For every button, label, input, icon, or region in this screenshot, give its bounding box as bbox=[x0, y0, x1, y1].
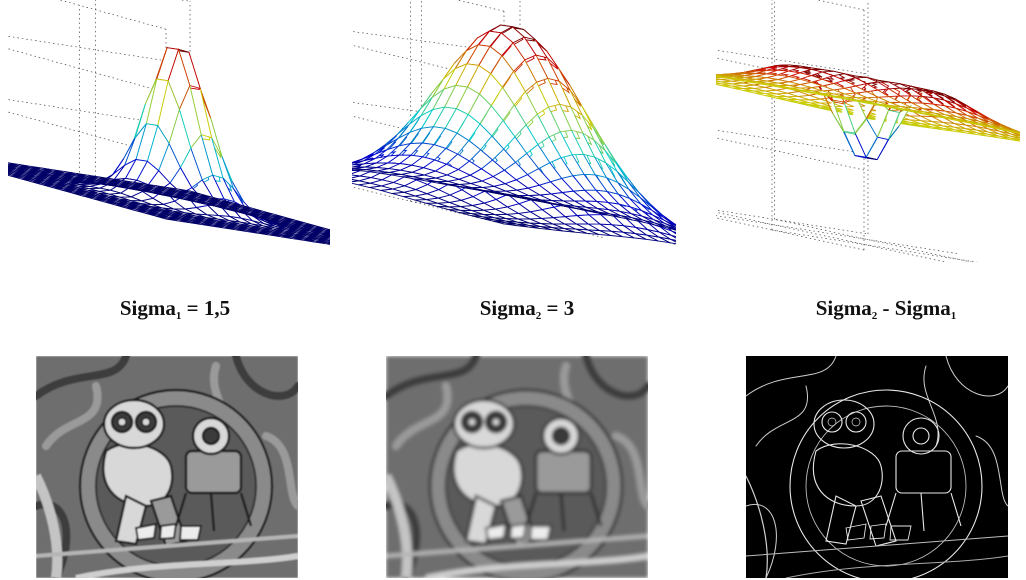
dog-mesh bbox=[716, 0, 1020, 262]
surface-plot-sigma1 bbox=[8, 0, 330, 262]
caption-difference-base: Sigma bbox=[815, 296, 872, 320]
caption-difference-sub: 2 bbox=[871, 310, 878, 322]
caption-difference-rest: - Sigma bbox=[877, 296, 951, 320]
photo-sigma2 bbox=[386, 356, 648, 578]
caption-sigma2-base: Sigma bbox=[479, 296, 536, 320]
photo-sigma1 bbox=[36, 356, 298, 578]
surface-mesh bbox=[8, 47, 330, 245]
blurred-photo-sigma1 bbox=[36, 356, 298, 578]
caption-sigma2-rest: = 3 bbox=[541, 296, 575, 320]
caption-sigma2-sub: 2 bbox=[535, 310, 542, 322]
caption-sigma1: Sigma1 = 1,5 bbox=[25, 296, 325, 322]
caption-difference: Sigma2 - Sigma1 bbox=[736, 296, 1026, 322]
surface-plot-difference bbox=[716, 0, 1020, 262]
caption-sigma1-rest: = 1,5 bbox=[181, 296, 231, 320]
caption-difference-sub2: 1 bbox=[950, 310, 957, 322]
axes-grid bbox=[716, 0, 978, 262]
caption-sigma1-base: Sigma bbox=[119, 296, 176, 320]
photo-difference bbox=[746, 356, 1008, 578]
surface-plot-sigma2 bbox=[352, 0, 676, 262]
blurred-photo-sigma2 bbox=[386, 356, 648, 578]
edge-map-photo bbox=[746, 356, 1008, 578]
surface-mesh bbox=[716, 64, 1020, 161]
gaussian-mesh-narrow bbox=[8, 0, 330, 245]
surface-mesh bbox=[352, 24, 676, 245]
caption-sigma2: Sigma2 = 3 bbox=[377, 296, 677, 322]
gaussian-mesh-wide bbox=[352, 0, 676, 245]
caption-sigma1-sub: 1 bbox=[175, 310, 182, 322]
